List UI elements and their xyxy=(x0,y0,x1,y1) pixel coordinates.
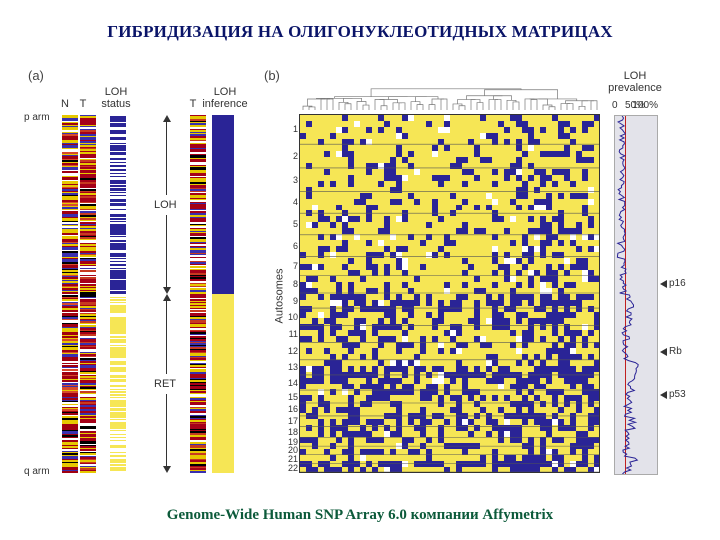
arrowhead-icon xyxy=(163,294,171,301)
prevalence-ticks: 050%100% xyxy=(612,100,658,111)
panel-b-label: (b) xyxy=(264,68,280,83)
strip-t2 xyxy=(190,115,206,473)
strip-loh-inference xyxy=(212,115,234,473)
prevalence-box xyxy=(614,115,658,475)
chromosome-numbers: 12345678910111213141516171819202122 xyxy=(282,115,298,473)
label-t2: T xyxy=(186,98,200,110)
strip-loh-status xyxy=(110,115,126,473)
p-arm-label: p arm xyxy=(24,112,50,123)
label-loh-inference: LOH inference xyxy=(200,86,250,110)
caption: Genome-Wide Human SNP Array 6.0 компании… xyxy=(0,507,720,524)
page-title: ГИБРИДИЗАЦИЯ НА ОЛИГОНУКЛЕОТИДНЫХ МАТРИЦ… xyxy=(0,22,720,42)
panel-a-label: (a) xyxy=(28,68,44,83)
label-loh-status: LOH status xyxy=(98,86,134,110)
q-arm-label: q arm xyxy=(24,466,50,477)
prevalence-label: LOH prevalence xyxy=(606,70,664,94)
strip-n xyxy=(62,115,78,473)
label-n: N xyxy=(58,98,72,110)
label-t: T xyxy=(76,98,90,110)
ret-region-label: RET xyxy=(154,374,176,394)
dendrogram xyxy=(300,70,600,110)
arrowhead-icon xyxy=(163,287,171,294)
arrowhead-icon xyxy=(163,466,171,473)
prevalence-line xyxy=(615,116,657,474)
loh-region-label: LOH xyxy=(154,195,177,215)
strip-t xyxy=(80,115,96,473)
arrowhead-icon xyxy=(163,115,171,122)
loh-heatmap xyxy=(300,115,600,473)
